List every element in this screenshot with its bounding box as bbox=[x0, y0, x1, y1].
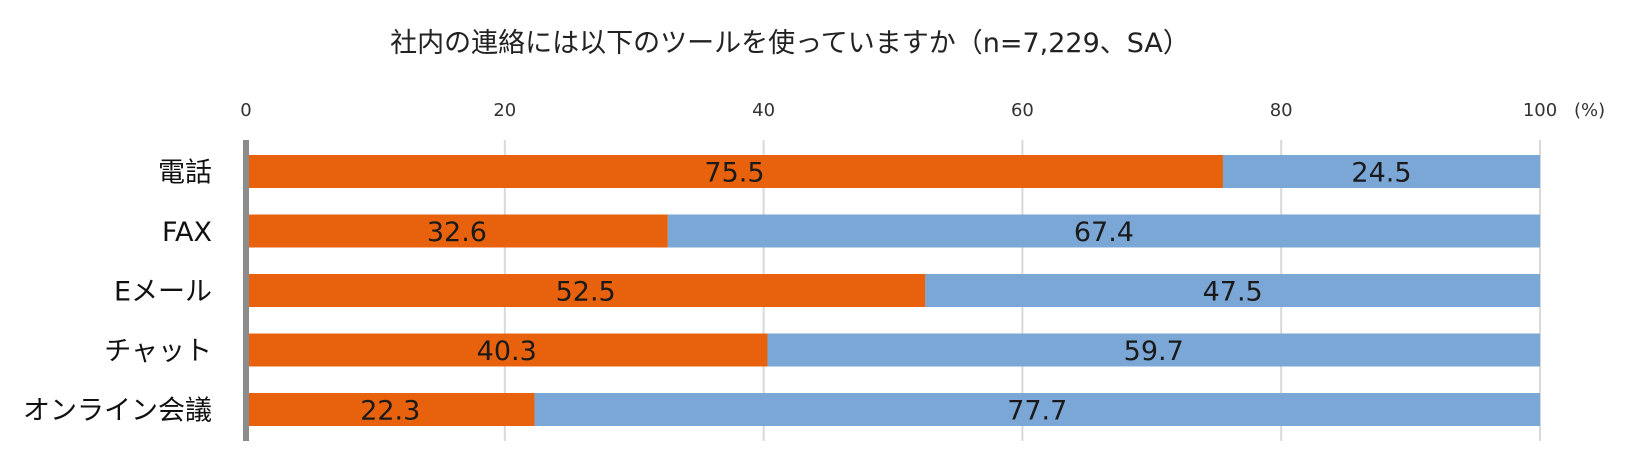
bar-segment-2-4 bbox=[767, 333, 1540, 367]
data-label: 59.7 bbox=[1124, 336, 1184, 367]
bar-segment-1-4 bbox=[246, 333, 768, 367]
unit-label: (%) bbox=[1574, 100, 1605, 121]
data-label: 47.5 bbox=[1203, 277, 1263, 308]
bar-segment-2-2 bbox=[667, 214, 1540, 248]
data-labels: 75.5 24.5 32.6 67.4 52.5 47.5 40.3 59.7 22.3 77.7 bbox=[360, 158, 1411, 427]
x-tick-label: 60 bbox=[1011, 100, 1034, 121]
bar-segment-1-1 bbox=[246, 155, 1223, 188]
data-label: 77.7 bbox=[1007, 396, 1067, 427]
data-label: 67.4 bbox=[1074, 217, 1134, 248]
x-axis-ticks: 0 20 40 60 80 100 bbox=[240, 100, 1557, 121]
data-label: 40.3 bbox=[477, 336, 537, 367]
data-label: 32.6 bbox=[427, 217, 487, 248]
bar-segment-2-3 bbox=[925, 274, 1540, 307]
bar-segment-2-5 bbox=[534, 393, 1540, 426]
chart-title: 社内の連絡には以下のツールを使っていますか（n=7,229、SA） bbox=[390, 28, 1190, 59]
x-tick-label: 20 bbox=[493, 100, 516, 121]
bar-segment-1-5 bbox=[246, 393, 535, 426]
bar-segment-1-2 bbox=[246, 214, 668, 248]
x-tick-label: 100 bbox=[1523, 100, 1557, 121]
x-tick-label: 40 bbox=[752, 100, 775, 121]
data-label: 75.5 bbox=[704, 158, 764, 189]
bar-segment-2-1 bbox=[1222, 155, 1540, 188]
data-label: 22.3 bbox=[360, 396, 420, 427]
category-label: 電話 bbox=[158, 158, 212, 189]
x-tick-label: 0 bbox=[240, 100, 251, 121]
category-label: FAX bbox=[162, 217, 212, 248]
data-label: 24.5 bbox=[1351, 158, 1411, 189]
bars bbox=[246, 155, 1540, 426]
x-tick-label: 80 bbox=[1270, 100, 1293, 121]
y-axis-line bbox=[243, 140, 249, 441]
category-label: Eメール bbox=[114, 277, 212, 308]
data-label: 52.5 bbox=[556, 277, 616, 308]
category-label: オンライン会議 bbox=[23, 396, 212, 427]
category-label: チャット bbox=[104, 336, 212, 367]
bar-segment-1-3 bbox=[246, 274, 926, 307]
